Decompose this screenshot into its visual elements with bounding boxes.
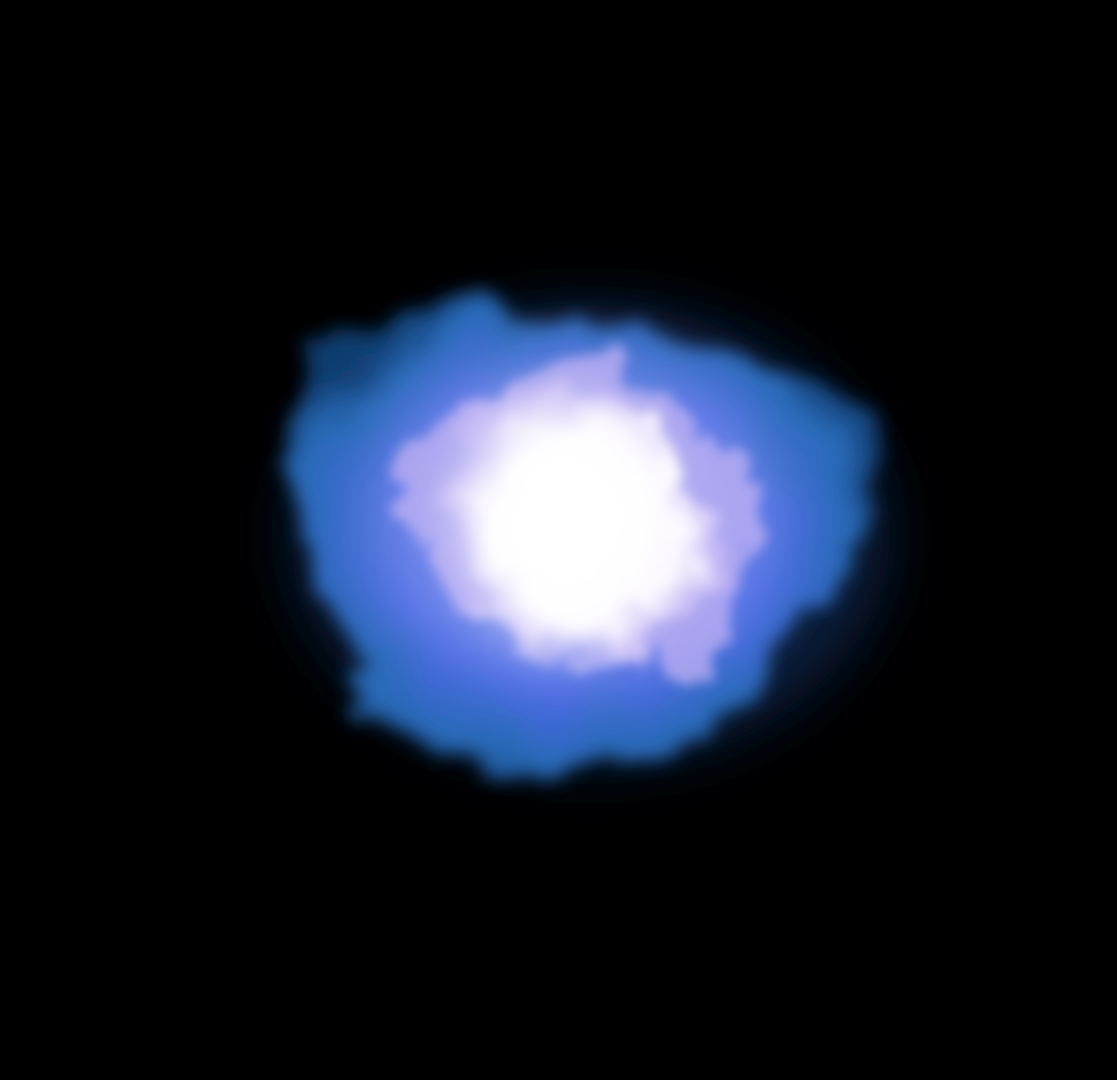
core-highlight [470,410,650,630]
